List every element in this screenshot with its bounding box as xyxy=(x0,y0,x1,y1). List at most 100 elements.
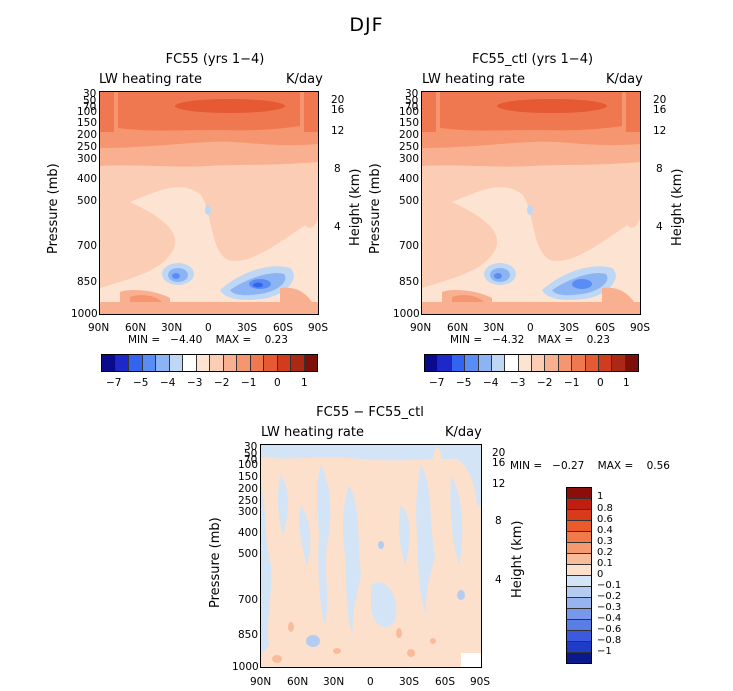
p1-xtick: 90N xyxy=(88,322,110,334)
p1-colorbar-swatch xyxy=(250,355,264,371)
p3-cbar-label: 0.6 xyxy=(597,514,613,525)
p2-xtick: 90S xyxy=(630,322,651,334)
panel1-heatmap xyxy=(100,92,318,314)
p2-cbar-label: −4 xyxy=(483,377,499,389)
p2-colorbar-swatch xyxy=(451,355,466,371)
p3-colorbar-swatch xyxy=(567,642,591,653)
p1-xtick: 0 xyxy=(205,322,212,334)
p2-xtick: 30S xyxy=(559,322,580,334)
figure-title: DJF xyxy=(349,14,384,36)
p1-cbar-label: 0 xyxy=(274,377,281,389)
panel3-colorbar xyxy=(566,487,592,664)
p2-ytick: 850 xyxy=(399,276,420,288)
panel1-label-left: LW heating rate xyxy=(99,72,202,87)
p3-colorbar-swatch xyxy=(567,576,591,587)
panel3-y2label: Height (km) xyxy=(510,520,525,598)
p2-ytick: 150 xyxy=(399,117,420,129)
p3-xtick: 60S xyxy=(435,676,456,688)
p2-ytick: 1000 xyxy=(393,308,420,320)
p3-colorbar-swatch xyxy=(567,554,591,565)
p3-cbar-label: 0.8 xyxy=(597,503,613,514)
p2-ytick: 250 xyxy=(399,141,420,153)
p3-colorbar-swatch xyxy=(567,653,591,663)
p1-ytick: 700 xyxy=(77,240,98,252)
p3-colorbar-swatch xyxy=(567,609,591,620)
p2-cbar-label: −2 xyxy=(537,377,553,389)
p3-colorbar-swatch xyxy=(567,488,591,499)
p2-y2tick: 8 xyxy=(656,163,663,175)
p2-colorbar-swatch xyxy=(558,355,573,371)
p1-colorbar-swatch xyxy=(102,355,116,371)
p3-colorbar-swatch xyxy=(567,521,591,532)
p3-ytick: 250 xyxy=(238,495,259,507)
p3-colorbar-swatch xyxy=(567,543,591,554)
p3-cbar-label: 1 xyxy=(597,491,604,502)
p1-ytick: 400 xyxy=(77,173,98,185)
p3-cbar-label: 0 xyxy=(597,569,604,580)
p1-colorbar-swatch xyxy=(210,355,224,371)
p3-ytick: 30 xyxy=(244,441,258,453)
p2-xtick: 60S xyxy=(595,322,616,334)
p2-ytick: 500 xyxy=(399,195,420,207)
p3-cbar-label: −0.1 xyxy=(597,580,622,591)
p2-y2tick: 4 xyxy=(656,221,663,233)
p3-xtick: 90N xyxy=(250,676,272,688)
p1-colorbar-swatch xyxy=(304,355,317,371)
p1-ytick: 150 xyxy=(77,117,98,129)
p1-ytick: 200 xyxy=(77,129,98,141)
p3-xtick: 0 xyxy=(367,676,374,688)
panel1-plot xyxy=(99,91,319,315)
p3-xtick: 60N xyxy=(287,676,309,688)
panel2-heatmap xyxy=(422,92,640,314)
p1-ytick: 30 xyxy=(83,88,97,100)
p3-ytick: 100 xyxy=(238,459,259,471)
p2-ytick: 30 xyxy=(405,88,419,100)
p3-cbar-label: 0.4 xyxy=(597,525,613,536)
p2-cbar-label: 0 xyxy=(597,377,604,389)
p3-colorbar-swatch xyxy=(567,532,591,543)
panel3-ylabel: Pressure (mb) xyxy=(208,517,223,608)
p2-colorbar-swatch xyxy=(612,355,626,371)
p2-ytick: 100 xyxy=(399,106,420,118)
p1-ytick: 100 xyxy=(77,106,98,118)
p1-ytick: 300 xyxy=(77,153,98,165)
panel3-minmax: MIN = −0.27 MAX = 0.56 xyxy=(510,460,670,472)
panel3-title: FC55 − FC55_ctl xyxy=(316,405,424,420)
p1-ytick: 250 xyxy=(77,141,98,153)
p3-ytick: 150 xyxy=(238,471,259,483)
p3-colorbar-swatch xyxy=(567,510,591,521)
p3-cbar-label: −0.2 xyxy=(597,591,622,602)
p1-colorbar-swatch xyxy=(237,355,251,371)
panel2-ylabel: Pressure (mb) xyxy=(368,163,383,254)
p3-cbar-label: −0.3 xyxy=(597,602,622,613)
p1-colorbar-swatch xyxy=(223,355,237,371)
p3-ytick: 400 xyxy=(238,527,259,539)
p2-colorbar-swatch xyxy=(465,355,479,371)
panel2-label-right: K/day xyxy=(606,72,643,87)
p3-xtick: 30S xyxy=(399,676,420,688)
p2-colorbar-swatch xyxy=(491,355,506,371)
p3-xtick: 30N xyxy=(323,676,345,688)
panel2-plot xyxy=(421,91,641,315)
p3-cbar-label: 0.2 xyxy=(597,547,613,558)
p2-xtick: 30N xyxy=(483,322,505,334)
p1-colorbar-swatch xyxy=(183,355,197,371)
p1-y2tick: 8 xyxy=(334,163,341,175)
p2-colorbar-swatch xyxy=(572,355,586,371)
p2-cbar-label: −7 xyxy=(429,377,445,389)
p3-colorbar-swatch xyxy=(567,598,591,609)
p3-cbar-label: 0.1 xyxy=(597,558,613,569)
p1-cbar-label: −3 xyxy=(187,377,203,389)
p3-ytick: 50 xyxy=(244,448,258,460)
p1-cbar-label: −4 xyxy=(160,377,176,389)
p2-colorbar-swatch xyxy=(518,355,532,371)
p2-xtick: 90N xyxy=(410,322,432,334)
p3-y2tick: 12 xyxy=(492,478,506,490)
p3-y2tick: 16 xyxy=(492,457,506,469)
p1-colorbar-swatch xyxy=(169,355,183,371)
p2-ytick: 400 xyxy=(399,173,420,185)
p3-colorbar-swatch xyxy=(567,631,591,642)
panel2-colorbar xyxy=(424,354,639,372)
p3-y2tick: 8 xyxy=(495,515,502,527)
p1-y2tick: 20 xyxy=(331,94,345,106)
